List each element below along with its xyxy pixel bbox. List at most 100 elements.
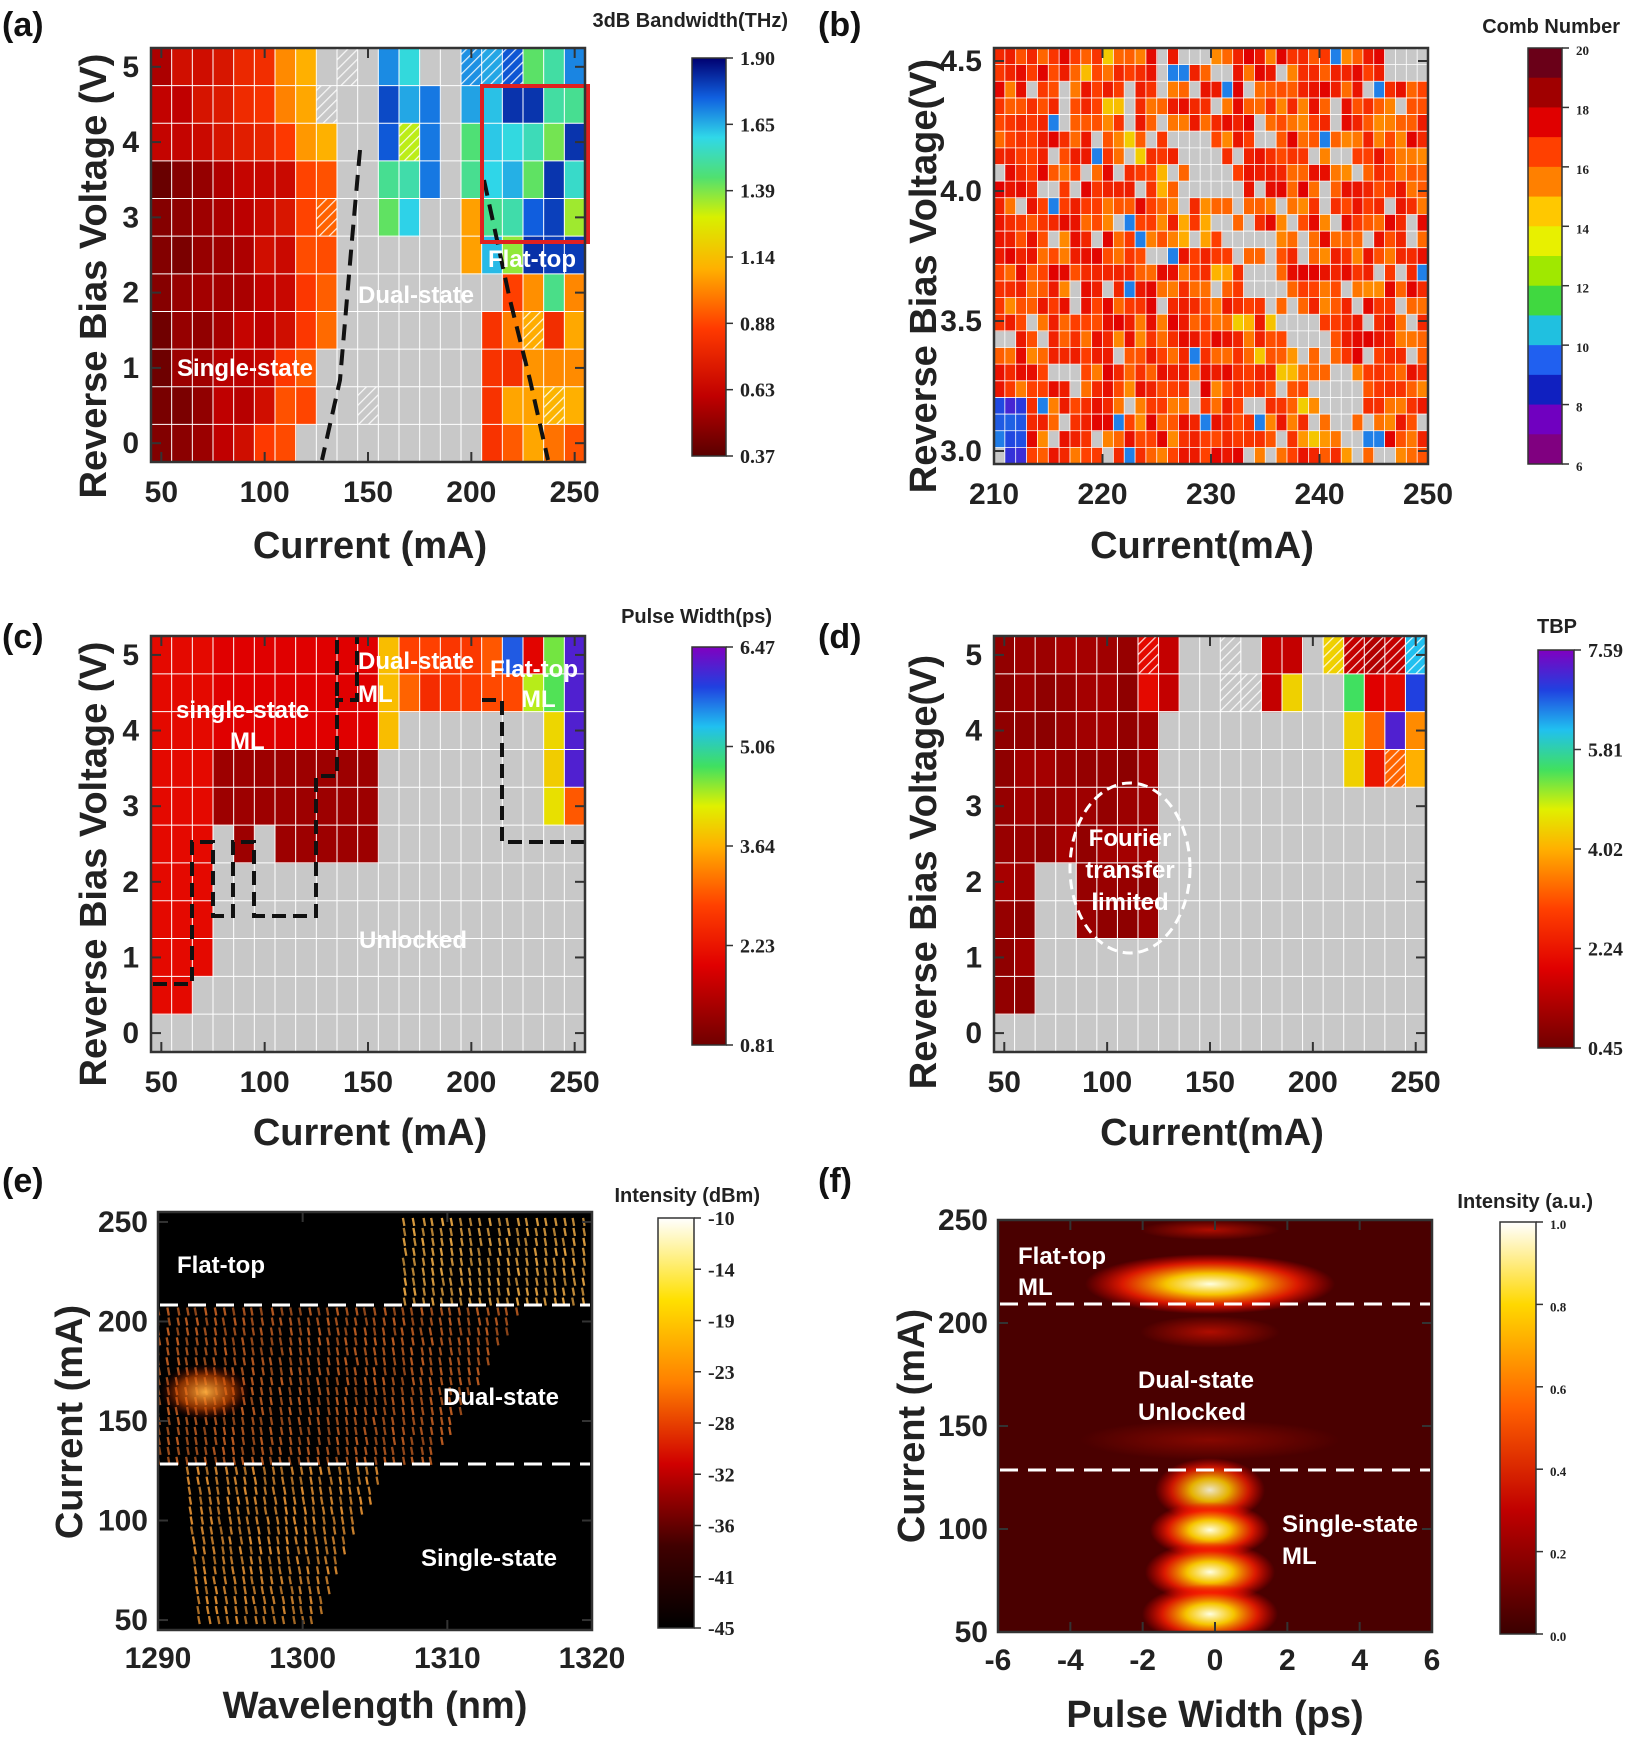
colorbar-tick-label: 0.2 [1550, 1547, 1566, 1562]
colorbar-ticks-f: 1.0 0.8 0.6 0.4 0.2 0.0 [1536, 1217, 1567, 1644]
x-tick-label: 1320 [559, 1642, 626, 1675]
colorbar-tick-label: -10 [708, 1208, 735, 1230]
regions-c [153, 636, 585, 986]
colorbar-f [1499, 1221, 1537, 1635]
y-tick-label: 4 [965, 715, 982, 748]
colorbar-title-c: Pulse Width(ps) [621, 606, 772, 628]
y-tick-label: 2 [965, 866, 982, 899]
y-tick-label: 4 [122, 715, 139, 748]
y-axis-title-f: Current (mA) [891, 1309, 933, 1543]
x-tick-label: 210 [969, 478, 1019, 511]
panel-label-f: (f) [818, 1162, 852, 1200]
panel-label-c: (c) [2, 618, 44, 656]
x-tick-label: -6 [985, 1644, 1012, 1677]
colorbar-tick-label: 18 [1576, 102, 1590, 117]
colorbar-ticks-a: 1.90 1.65 1.39 1.14 0.88 0.63 0.37 [726, 48, 775, 468]
y-tick-label: 1 [122, 941, 139, 974]
axes-f: -6 -4 -2 0 2 4 6 50 100 150 200 250 [938, 1204, 1440, 1677]
annotation-ml-f-2: ML [1282, 1543, 1317, 1570]
axes-b: 210 220 230 240 250 3.0 3.5 4.0 4.5 [940, 45, 1453, 511]
x-tick-label: 150 [343, 476, 393, 509]
heatmap-c [151, 636, 586, 1052]
y-tick-label: 250 [938, 1204, 988, 1237]
colorbar-tick-label: 14 [1576, 221, 1590, 236]
colorbar-a [691, 57, 727, 457]
colorbar-tick-label: 4.02 [1588, 839, 1623, 861]
x-axis-title-f: Pulse Width (ps) [1066, 1694, 1363, 1736]
x-axis-title-b: Current(mA) [1090, 525, 1314, 567]
colorbar-tick-label: 1.39 [740, 181, 775, 203]
colorbar-tick-label: 6.47 [740, 637, 775, 659]
x-tick-label: 1300 [269, 1642, 336, 1675]
panel-f: (f) -6 -4 -2 0 2 4 6 50 100 150 200 250 Flat-top ML… [818, 1162, 1593, 1736]
x-tick-label: 250 [550, 476, 600, 509]
heatmap-d [994, 636, 1427, 1052]
panel-d: (d) 50 100 150 200 250 0 1 2 3 4 5 Fourier transfe… [818, 616, 1623, 1154]
colorbar-tick-label: 0.45 [1588, 1038, 1623, 1060]
annotation-ml-f-1: ML [1018, 1274, 1053, 1301]
colorbar-d [1537, 649, 1575, 1049]
y-tick-label: 2 [122, 866, 139, 899]
y-tick-label: 0 [122, 427, 139, 460]
y-axis-title-a: Reverse Bias Voltage (V) [73, 54, 115, 499]
colorbar-tick-label: -45 [708, 1618, 735, 1640]
x-axis-title-e: Wavelength (nm) [223, 1685, 528, 1727]
colorbar-title-b: Comb Number [1482, 16, 1620, 38]
y-tick-label: 100 [98, 1505, 148, 1538]
colorbar-tick-label: 0.6 [1550, 1382, 1567, 1397]
annotation-transfer: transfer [1085, 857, 1174, 884]
panel-e: (e) 1290 1300 1310 1320 50 100 150 200 250 Flat-… [2, 1162, 760, 1727]
autocorrelation-traces [1080, 1220, 1340, 1632]
colorbar-tick-label: 10 [1576, 340, 1589, 355]
colorbar-tick-label: -28 [708, 1413, 735, 1435]
heatmap-b [994, 48, 1429, 465]
y-axis-title-c: Reverse Bias Voltage (V) [73, 642, 115, 1087]
colorbar-tick-label: 1.14 [740, 247, 775, 269]
colorbar-ticks-c: 6.47 5.06 3.64 2.23 0.81 [726, 637, 775, 1057]
x-tick-label: 200 [446, 476, 496, 509]
colorbar-tick-label: 2.24 [1588, 939, 1623, 961]
y-tick-label: 3.5 [940, 305, 982, 338]
colorbar-tick-label: 0.8 [1550, 1299, 1567, 1314]
colorbar-title-a: 3dB Bandwidth(THz) [592, 10, 788, 32]
colorbar-tick-label: 7.59 [1588, 640, 1623, 662]
colorbar-title-f: Intensity (a.u.) [1457, 1191, 1593, 1213]
panel-label-d: (d) [818, 618, 861, 656]
y-tick-label: 4.5 [940, 45, 982, 78]
annotation-single-state: Single-state [177, 355, 313, 382]
axes-c: 50 100 150 200 250 0 1 2 3 4 5 [122, 634, 600, 1099]
y-tick-label: 5 [122, 51, 139, 84]
x-tick-label: 4 [1351, 1644, 1368, 1677]
y-tick-label: 1 [122, 352, 139, 385]
x-tick-label: 100 [1082, 1066, 1132, 1099]
y-tick-label: 250 [98, 1206, 148, 1239]
x-axis-title-c: Current (mA) [253, 1112, 487, 1154]
x-tick-label: -2 [1129, 1644, 1156, 1677]
x-tick-label: 6 [1424, 1644, 1441, 1677]
colorbar-b [1527, 47, 1563, 465]
y-tick-label: 5 [965, 639, 982, 672]
colorbar-c [691, 646, 727, 1046]
colorbar-tick-label: -36 [708, 1516, 735, 1538]
y-axis-title-d: Reverse Bias Voltage(V) [903, 655, 945, 1089]
y-tick-label: 0 [965, 1017, 982, 1050]
colorbar-tick-label: 20 [1576, 43, 1589, 58]
colorbar-tick-label: 2.23 [740, 936, 775, 958]
annotation-single-state-f: Single-state [1282, 1511, 1418, 1538]
colorbar-tick-label: 0.63 [740, 380, 775, 402]
spectrum-hotspot [160, 1364, 250, 1420]
colorbar-ticks-d: 7.59 5.81 4.02 2.24 0.45 [1574, 640, 1623, 1060]
colorbar-tick-label: -23 [708, 1362, 735, 1384]
x-tick-label: 250 [1403, 478, 1453, 511]
y-tick-label: 3 [122, 201, 139, 234]
colorbar-tick-label: 0.37 [740, 446, 775, 468]
y-tick-label: 3.0 [940, 435, 982, 468]
x-tick-label: -4 [1057, 1644, 1084, 1677]
colorbar-tick-label: 0.0 [1550, 1629, 1566, 1644]
y-tick-label: 200 [98, 1305, 148, 1338]
colorbar-tick-label: 6 [1576, 459, 1583, 474]
panel-b: (b) 210 220 230 240 250 3.0 3.5 4.0 4.5 Current(… [818, 6, 1620, 567]
y-tick-label: 5 [122, 639, 139, 672]
y-tick-label: 50 [955, 1616, 988, 1649]
